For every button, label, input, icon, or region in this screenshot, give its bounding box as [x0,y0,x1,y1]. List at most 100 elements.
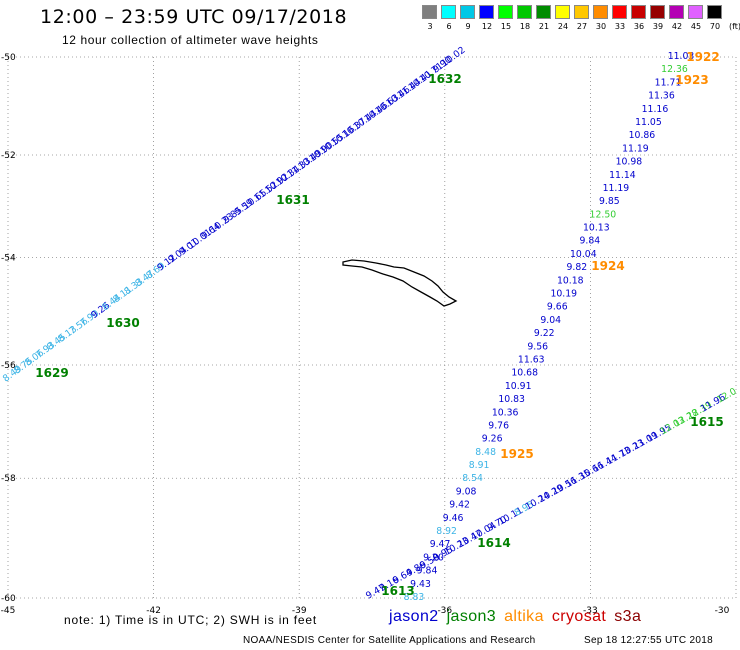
legend-level: 36 [633,22,645,31]
legend-level: 21 [538,22,550,31]
legend-swatch [460,5,475,19]
legend-level: 9 [465,22,471,31]
legend-swatch [631,5,646,19]
lat-tick-label: -50 [1,53,16,63]
lon-tick-label: -39 [292,606,307,616]
lat-tick-label: -56 [1,361,16,371]
wave-height-value: 8.48 [475,447,496,458]
wave-height-value: 9.84 [579,236,600,247]
legend-level: 30 [595,22,607,31]
lat-tick-label: -54 [1,253,16,263]
wave-height-value: 10.86 [629,130,656,141]
wave-height-value: 8.92 [436,526,457,537]
wave-height-value: 10.83 [498,394,525,405]
legend-level: 33 [614,22,626,31]
wave-height-value: 11.63 [518,354,545,365]
wave-height-value: 11.71 [655,77,682,88]
wave-height-value: 9.22 [534,328,555,339]
pass-label: 1630 [106,316,139,330]
legend-swatch [593,5,608,19]
altimeter-tracks: 8.498.758.067.938.458.137.567.909.268.44… [1,45,739,603]
wave-height-value: 10.36 [492,407,519,418]
legend-level: 45 [690,22,702,31]
generation-timestamp: Sep 18 12:27:55 UTC 2018 [584,635,713,646]
south-georgia-island [342,259,458,307]
legend-level: 24 [557,22,569,31]
legend-swatch [612,5,627,19]
legend-unit: (ft) [729,22,740,31]
lon-tick-label: -45 [1,606,16,616]
wave-height-value: 11.36 [648,91,675,102]
pass-label: 1924 [591,259,624,273]
wave-height-value: 9.04 [540,315,561,326]
wave-height-value: 11.05 [635,117,662,128]
page-subtitle: 12 hour collection of altimeter wave hei… [62,33,319,47]
pass-label: 1613 [381,584,414,598]
wave-height-value: 11.19 [603,183,630,194]
wave-height-value: 8.91 [469,460,490,471]
lon-tick-label: -30 [715,606,730,616]
wave-height-value: 9.46 [443,513,464,524]
wave-height-value: 9.82 [566,262,587,273]
wave-height-value: 10.04 [570,249,597,260]
lat-tick-label: -60 [1,594,16,604]
wave-height-value: 10.91 [505,381,532,392]
footnote: note: 1) Time is in UTC; 2) SWH is in fe… [64,613,317,627]
track-1613-1615: 9.479.169.649.869.509.9510.2310.4710.049… [364,386,739,602]
legend-level: 42 [671,22,683,31]
legend-level: 70 [709,22,721,31]
legend-level: 27 [576,22,588,31]
satellite-jason2: jason2 [389,608,439,625]
wave-height-value: 12.36 [661,64,688,75]
satellite-s3a: s3a [614,608,642,625]
satellite-legend: jason2 jason3 altika cryosat s3a [389,608,649,626]
track-1922-1925: 11.03 12.36 11.71 11.36 11.16 11.05 10.86 11.19… [404,50,720,603]
wave-height-value: 9.76 [488,420,509,431]
wave-height-value: 9.08 [456,486,477,497]
legend-level: 6 [446,22,452,31]
legend-swatch [536,5,551,19]
wave-height-value: 10.68 [511,368,538,379]
legend-swatch [498,5,513,19]
wave-height-value: 12.50 [590,209,617,220]
wave-height-value: 9.85 [599,196,620,207]
wave-height-value: 9.42 [449,500,470,511]
wave-height-value: 11.19 [622,143,649,154]
legend-level: 12 [481,22,493,31]
legend-swatch [669,5,684,19]
track-1629-1632: 8.498.758.067.938.458.137.567.909.268.44… [1,45,468,385]
legend-swatch [688,5,703,19]
map-grid [7,56,737,599]
lon-tick-label: -36 [437,606,452,616]
wave-height-value: 10.98 [616,157,643,168]
credit-line: NOAA/NESDIS Center for Satellite Applica… [243,635,536,646]
map-tick-labels: -45 -42 -39 -36 -33 -30 -50 -52 -54 -56 -58 -60 [1,53,730,616]
page-title: 12:00 – 23:59 UTC 09/17/2018 [40,6,348,28]
lat-tick-label: -58 [1,474,16,484]
wave-height-value: 8.54 [462,473,483,484]
pass-label: 1632 [428,72,461,86]
wave-height-value: 10.18 [557,275,584,286]
pass-label: 1629 [35,366,68,380]
wave-height-value: 9.47 [430,539,451,550]
wave-height-value: 9.26 [482,434,503,445]
pass-label: 1923 [675,73,708,87]
lat-tick-label: -52 [1,151,16,161]
legend-swatch [707,5,722,19]
legend-level: 3 [427,22,433,31]
wave-height-value: 9.20 [423,552,444,563]
legend-swatch [441,5,456,19]
legend-level: 18 [519,22,531,31]
wave-height-value: 11.16 [642,104,669,115]
satellite-altika: altika [504,608,544,625]
pass-label: 1925 [500,447,533,461]
wave-height-value: 10.02 [440,45,468,70]
wave-height-value: 10.13 [583,223,610,234]
legend-swatch [517,5,532,19]
legend-swatch [650,5,665,19]
pass-label: 1922 [686,50,719,64]
wave-height-value: 9.43 [410,579,431,590]
pass-label: 1631 [276,193,309,207]
wave-height-value: 9.56 [527,341,548,352]
